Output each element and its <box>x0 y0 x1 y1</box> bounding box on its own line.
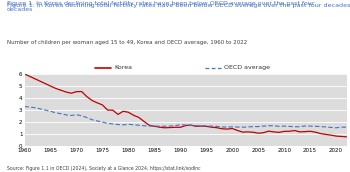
Text: Figure 1. In Korea declining total fertility rates have been below OECD average : Figure 1. In Korea declining total ferti… <box>7 3 350 8</box>
Text: Korea: Korea <box>115 65 133 70</box>
Text: Source: Figure 1.1 in OECD (2024), Society at a Glance 2024, https://stat.link/x: Source: Figure 1.1 in OECD (2024), Socie… <box>7 166 201 171</box>
Text: OECD average: OECD average <box>224 65 270 70</box>
Text: Number of children per woman aged 15 to 49, Korea and OECD average, 1960 to 2022: Number of children per woman aged 15 to … <box>7 40 247 45</box>
Text: Figure 1. In Korea declining total fertility rates have been below OECD average : Figure 1. In Korea declining total ferti… <box>7 1 315 12</box>
